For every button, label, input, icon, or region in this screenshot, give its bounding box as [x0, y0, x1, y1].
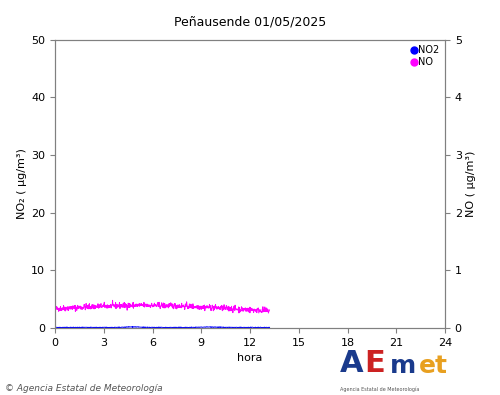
Text: A: A — [340, 350, 363, 378]
Legend: NO2, NO: NO2, NO — [407, 41, 443, 71]
Text: Agencia Estatal de Meteorología: Agencia Estatal de Meteorología — [340, 386, 419, 392]
Y-axis label: NO ( µg/m³): NO ( µg/m³) — [466, 150, 476, 217]
Text: © Agencia Estatal de Meteorología: © Agencia Estatal de Meteorología — [5, 384, 162, 393]
Text: Peñausende 01/05/2025: Peñausende 01/05/2025 — [174, 16, 326, 29]
Text: et: et — [418, 354, 448, 378]
X-axis label: hora: hora — [238, 353, 262, 363]
Y-axis label: NO₂ ( µg/m³): NO₂ ( µg/m³) — [17, 148, 27, 219]
Text: E: E — [364, 350, 385, 378]
Text: m: m — [390, 354, 416, 378]
